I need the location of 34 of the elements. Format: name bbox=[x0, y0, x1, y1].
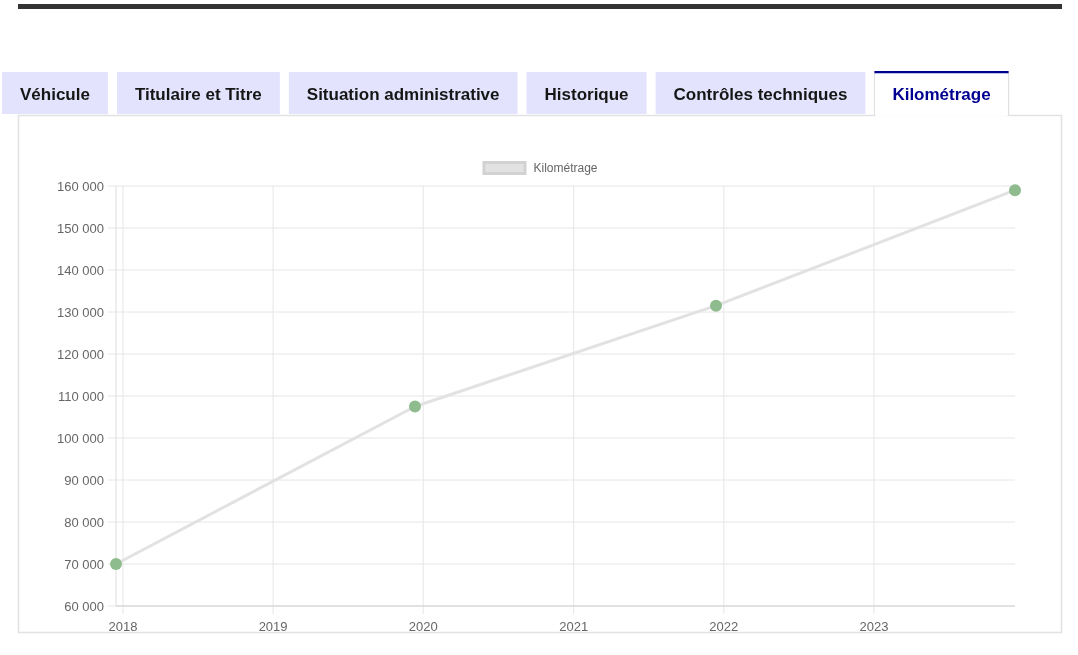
tab[interactable] bbox=[288, 72, 518, 114]
tab[interactable] bbox=[875, 73, 1008, 117]
text: Historique bbox=[544, 85, 629, 104]
y-tick-label: 90 000 bbox=[64, 472, 104, 488]
text: Véhicule bbox=[20, 85, 90, 104]
x-tick-label: 2018 bbox=[108, 619, 138, 634]
point bbox=[1009, 184, 1021, 197]
point bbox=[408, 400, 421, 413]
legend-label: Kilométrage bbox=[533, 161, 598, 175]
x-tick-label: 2020 bbox=[408, 619, 438, 634]
text: Situation administrative bbox=[306, 85, 500, 104]
x-tick-label: 2022 bbox=[709, 619, 739, 634]
tab[interactable] bbox=[116, 72, 280, 114]
point bbox=[110, 558, 122, 570]
y-tick-label: 60 000 bbox=[64, 598, 104, 614]
y-tick-label: 80 000 bbox=[64, 514, 104, 530]
tab[interactable] bbox=[2, 72, 108, 114]
y-tick-label: 140 000 bbox=[57, 262, 104, 278]
x-tick-label: 2019 bbox=[258, 619, 288, 634]
y-tick-label: 70 000 bbox=[64, 556, 104, 572]
y-tick-label: 110 000 bbox=[57, 388, 104, 404]
tab[interactable] bbox=[655, 72, 866, 114]
text: Contrôles techniques bbox=[673, 85, 848, 104]
chart-title: Kilométrage bbox=[892, 85, 991, 104]
y-tick-label: 130 000 bbox=[57, 304, 104, 320]
y-tick-label: 120 000 bbox=[57, 346, 104, 362]
y-tick-label: 160 000 bbox=[57, 178, 104, 194]
y-tick-label: 150 000 bbox=[57, 220, 104, 236]
y-tick-label: 100 000 bbox=[57, 430, 104, 446]
text: Titulaire et Titre bbox=[134, 85, 262, 104]
x-tick-label: 2021 bbox=[559, 619, 589, 634]
x-tick-label: 2023 bbox=[859, 619, 889, 634]
point bbox=[710, 299, 723, 312]
tab[interactable] bbox=[526, 72, 647, 114]
